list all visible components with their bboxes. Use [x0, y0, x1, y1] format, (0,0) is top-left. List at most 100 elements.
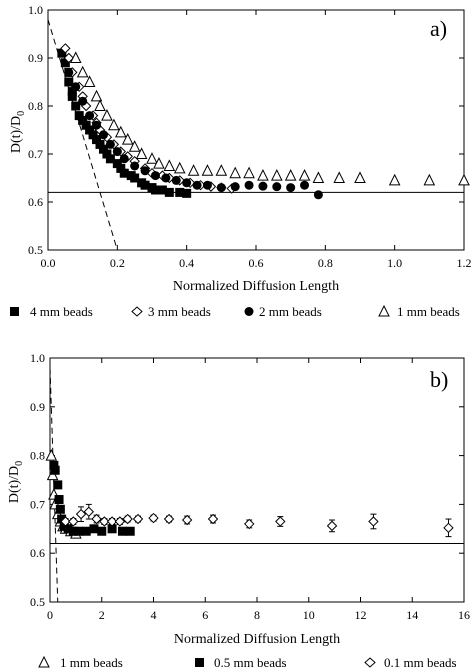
- data-point: [173, 161, 186, 174]
- data-point: [116, 163, 126, 173]
- data-point: [99, 516, 110, 527]
- data-point: [130, 173, 140, 183]
- panel-a-legend: 4 mm beads 3 mm beads 2 mm beads 1 mm be…: [10, 304, 460, 319]
- y-tick-label: 1.0: [30, 351, 45, 365]
- legend-a-marker-square: [10, 307, 19, 316]
- panel-b-y-axis-label: D(t)/D0: [7, 461, 25, 503]
- data-point: [313, 190, 323, 200]
- panel-b-legend: 1 mm beads 0.5 mm beads 0.1 mm beads: [38, 655, 457, 670]
- data-point: [333, 171, 346, 183]
- data-point: [215, 164, 228, 176]
- data-point: [67, 91, 77, 101]
- data-point: [83, 75, 96, 87]
- x-tick-label: 0.4: [179, 256, 194, 270]
- data-point: [187, 164, 200, 176]
- data-point: [135, 147, 148, 159]
- y-tick-label: 0.6: [30, 546, 45, 560]
- legend-b-entry-0: 1 mm beads: [38, 655, 123, 670]
- y-tick-label: 0.8: [30, 449, 45, 463]
- data-point: [443, 522, 454, 534]
- panel-b-data-points: [45, 448, 454, 539]
- y-tick-label: 0.9: [30, 400, 45, 414]
- y-tick-label: 0.5: [28, 243, 43, 257]
- data-point: [95, 139, 105, 149]
- data-point: [74, 111, 84, 121]
- legend-a-label-2: 2 mm beads: [259, 304, 322, 319]
- data-point: [71, 82, 81, 92]
- data-point: [94, 99, 106, 111]
- data-point: [181, 514, 193, 526]
- legend-b-marker-triangle: [38, 655, 50, 668]
- data-point: [150, 171, 160, 181]
- data-point: [81, 120, 91, 130]
- data-point: [89, 524, 99, 534]
- data-point: [63, 52, 75, 64]
- data-point: [122, 513, 133, 525]
- data-point: [57, 514, 67, 524]
- data-point: [85, 125, 95, 135]
- data-point: [98, 130, 108, 140]
- legend-a-entry-2: 2 mm beads: [244, 304, 322, 319]
- x-tick-label: 0.8: [318, 256, 333, 270]
- data-point: [216, 183, 226, 193]
- panel-a-x-ticks: 0.0 0.2 0.4 0.6 0.8 1.0 1.2: [41, 10, 472, 270]
- x-tick-label: 6: [202, 608, 208, 622]
- legend-a-marker-circle: [244, 307, 254, 316]
- y-tick-label: 0.7: [28, 147, 43, 161]
- data-point: [153, 156, 165, 169]
- data-point: [286, 183, 296, 193]
- data-point: [114, 516, 126, 527]
- data-point: [60, 43, 71, 54]
- x-tick-label: 0.0: [41, 256, 56, 270]
- x-tick-label: 8: [254, 608, 260, 622]
- data-point: [78, 96, 88, 106]
- data-point: [83, 506, 95, 517]
- data-point: [121, 132, 134, 145]
- panel-a-y-ticks: 0.5 0.6 0.7 0.8 0.9 1.0: [28, 3, 464, 257]
- data-point: [91, 513, 102, 525]
- legend-a-label-1: 3 mm beads: [148, 304, 211, 319]
- data-point: [284, 168, 297, 181]
- data-point: [64, 67, 74, 77]
- data-point: [458, 173, 470, 186]
- data-point: [69, 51, 82, 63]
- data-point: [60, 516, 71, 527]
- series-4-mm-beads: [57, 48, 192, 198]
- legend-b-entry-2: 0.1 mm beads: [364, 655, 457, 670]
- series-2-mm-beads: [64, 67, 323, 200]
- panel-b-x-axis-label: Normalized Diffusion Length: [174, 632, 340, 647]
- panel-b-y-ticks: 0.5 0.6 0.7 0.8 0.9 1.0: [30, 351, 464, 609]
- panel-b-chart: 0.5 0.6 0.7 0.8 0.9 1.0 0 2 4 6 8 10 12 14 16 b) Norm…: [7, 351, 470, 647]
- x-tick-label: 1.2: [457, 256, 472, 270]
- data-point: [119, 154, 129, 164]
- y-tick-label: 0.6: [28, 195, 43, 209]
- data-point: [108, 118, 120, 131]
- panel-b-y-axis-label-main: D(t)/D: [7, 466, 22, 503]
- data-point: [68, 516, 79, 527]
- legend-b-marker-diamond: [364, 657, 376, 668]
- data-point: [164, 187, 174, 197]
- legend-a-entry-0: 4 mm beads: [10, 304, 93, 319]
- data-point: [81, 526, 91, 536]
- panel-a-label: a): [430, 16, 447, 41]
- legend-a-label-0: 4 mm beads: [30, 304, 93, 319]
- data-point: [55, 504, 65, 514]
- data-point: [275, 516, 286, 527]
- data-point: [326, 520, 338, 532]
- data-point: [300, 180, 310, 190]
- x-tick-label: 0: [47, 608, 53, 622]
- data-point: [101, 108, 113, 121]
- data-point: [163, 513, 175, 525]
- panel-b-plot-frame: [49, 357, 465, 603]
- data-point: [112, 147, 122, 157]
- data-point: [102, 149, 112, 159]
- x-tick-label: 0.2: [110, 256, 125, 270]
- data-point: [257, 168, 269, 181]
- legend-a-entry-1: 3 mm beads: [131, 304, 211, 319]
- panel-b-x-ticks: 0 2 4 6 8 10 12 14 16: [47, 358, 470, 622]
- data-point: [76, 65, 89, 78]
- legend-a-label-3: 1 mm beads: [397, 304, 460, 319]
- y-tick-label: 0.7: [30, 497, 45, 511]
- y-tick-label: 0.5: [30, 595, 45, 609]
